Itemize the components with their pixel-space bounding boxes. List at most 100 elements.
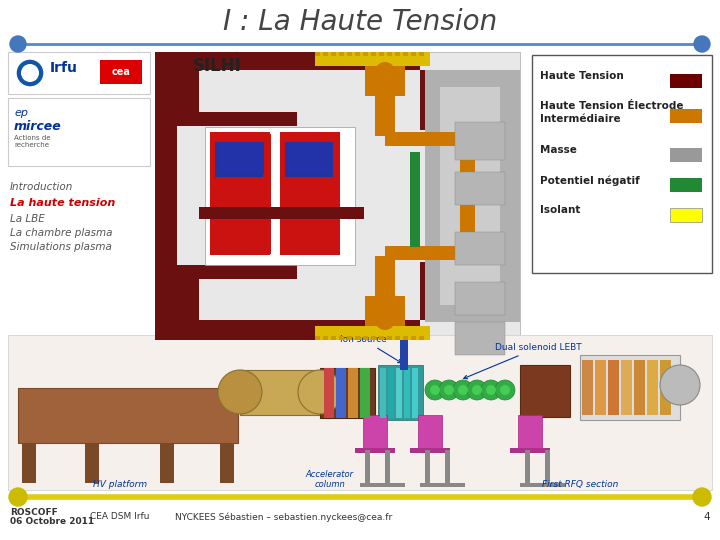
Bar (213, 134, 271, 210)
Bar (363, 415, 387, 450)
Bar (315, 326, 430, 340)
Bar (387, 52, 392, 56)
Text: Intermédiaire: Intermédiaire (540, 114, 621, 124)
Bar (670, 148, 702, 162)
Text: Dual solenoid LEBT: Dual solenoid LEBT (464, 343, 582, 379)
Bar (347, 52, 352, 56)
Bar (285, 142, 333, 177)
Bar (210, 180, 270, 255)
Bar (634, 360, 645, 415)
Bar (670, 208, 702, 222)
Circle shape (693, 488, 711, 506)
Bar (419, 52, 424, 56)
Bar (371, 336, 376, 340)
Circle shape (218, 370, 262, 414)
Bar (365, 296, 405, 326)
Bar (460, 180, 475, 246)
Bar (455, 322, 505, 355)
Bar (155, 70, 177, 320)
Circle shape (439, 380, 459, 400)
Bar (315, 336, 320, 340)
Bar (8, 335, 712, 490)
Bar (155, 52, 520, 340)
Bar (177, 265, 297, 279)
Bar (365, 450, 370, 485)
Text: Masse: Masse (540, 145, 577, 155)
Bar (331, 52, 336, 56)
Bar (280, 132, 340, 212)
Bar (360, 368, 370, 418)
Text: La haute tension: La haute tension (10, 198, 115, 208)
Bar (385, 450, 390, 485)
Bar (595, 360, 606, 415)
Circle shape (481, 380, 501, 400)
Bar (520, 483, 565, 487)
Bar (410, 152, 420, 247)
Text: 06 Octobre 2011: 06 Octobre 2011 (10, 517, 94, 526)
Bar (155, 52, 420, 70)
Circle shape (425, 380, 445, 400)
Bar (375, 256, 395, 300)
Bar (425, 70, 520, 322)
Bar (177, 112, 297, 126)
Bar (380, 368, 386, 418)
Bar (8, 52, 150, 94)
Bar (420, 70, 438, 130)
Text: Haute Tension Électrode: Haute Tension Électrode (540, 101, 683, 111)
Text: SILHI: SILHI (193, 57, 242, 75)
Bar (85, 443, 99, 483)
Bar (379, 52, 384, 56)
Circle shape (495, 380, 515, 400)
Bar (385, 246, 465, 260)
Circle shape (486, 385, 496, 395)
Text: Isolant: Isolant (540, 205, 580, 215)
Bar (199, 207, 364, 219)
Text: HV platform: HV platform (93, 480, 147, 489)
Bar (388, 368, 394, 418)
Text: CEA DSM Irfu: CEA DSM Irfu (90, 512, 150, 521)
Bar (670, 74, 702, 88)
Circle shape (375, 62, 395, 82)
Text: I : La Haute Tension: I : La Haute Tension (223, 8, 497, 36)
Bar (455, 232, 505, 265)
Circle shape (444, 385, 454, 395)
Text: Ion source: Ion source (340, 335, 402, 363)
Bar (281, 184, 339, 254)
Bar (323, 52, 328, 56)
Bar (363, 52, 368, 56)
Bar (419, 336, 424, 340)
Bar (331, 336, 336, 340)
Text: Simulations plasma: Simulations plasma (10, 242, 112, 252)
Text: Haute Tension: Haute Tension (540, 71, 624, 81)
Bar (378, 365, 423, 420)
Bar (670, 109, 702, 123)
Text: ep: ep (14, 108, 28, 118)
Bar (205, 127, 355, 265)
Bar (387, 336, 392, 340)
Bar (355, 52, 360, 56)
Bar (582, 360, 593, 415)
Bar (375, 66, 395, 136)
Circle shape (467, 380, 487, 400)
Bar (323, 336, 328, 340)
Bar (460, 132, 475, 212)
Circle shape (9, 488, 27, 506)
Bar (395, 336, 400, 340)
Bar (355, 448, 395, 453)
Text: Irfu: Irfu (50, 61, 78, 75)
Text: ROSCOFF: ROSCOFF (10, 508, 58, 517)
Bar (532, 55, 712, 273)
Circle shape (10, 36, 26, 52)
Bar (177, 265, 199, 321)
Bar (210, 132, 270, 212)
Bar (379, 336, 384, 340)
Bar (410, 448, 450, 453)
Bar (240, 370, 320, 415)
Bar (365, 66, 405, 96)
Bar (455, 172, 505, 205)
Bar (660, 360, 671, 415)
Bar (545, 450, 550, 485)
Text: Accelerator
column: Accelerator column (306, 470, 354, 489)
Bar (315, 52, 320, 56)
Bar (608, 360, 619, 415)
